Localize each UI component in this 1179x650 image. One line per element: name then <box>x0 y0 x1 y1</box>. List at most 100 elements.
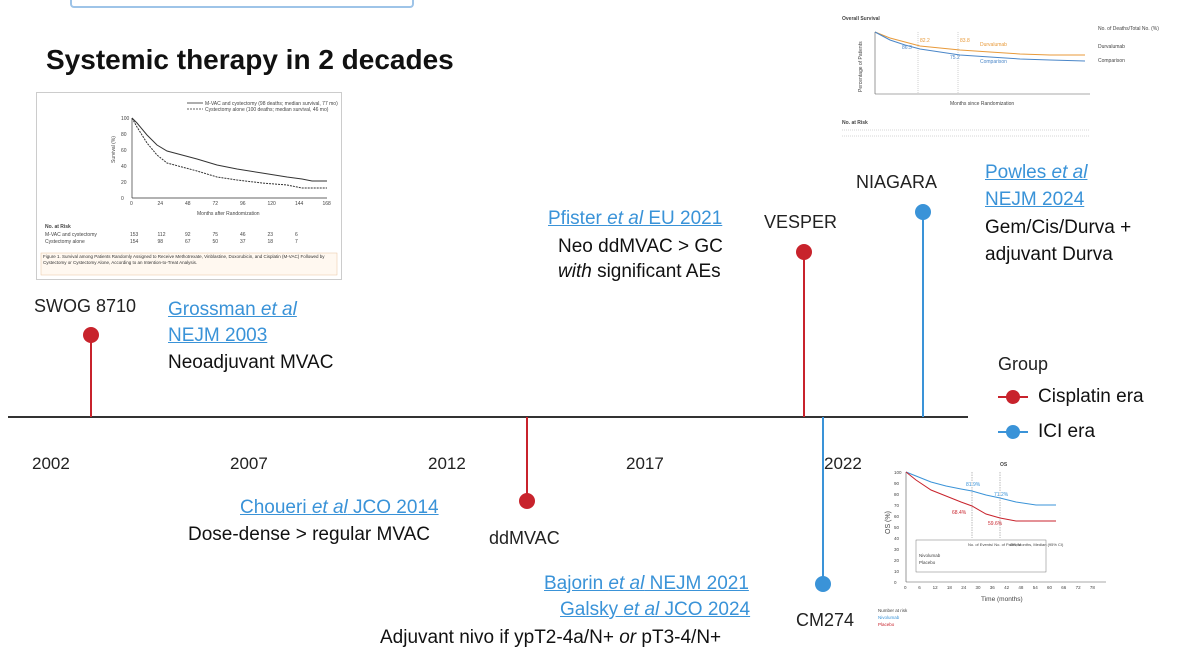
niagara-risk-title: No. at Risk <box>842 120 868 126</box>
swog-risk-value: 18 <box>268 239 274 245</box>
swog-risk-value: 92 <box>185 232 191 238</box>
cm274-xtick: 24 <box>961 585 967 590</box>
cm274-ytick: 100 <box>894 470 902 475</box>
swog-risk-value: 37 <box>240 239 246 245</box>
swog-ylabel: Survival (%) <box>111 136 117 163</box>
cm274-xtick: 0 <box>904 585 907 590</box>
cm274-xtick: 36 <box>990 585 996 590</box>
niagara-pct-4: 83.8 <box>960 38 970 44</box>
cm274-title: OS <box>1000 462 1008 468</box>
niagara-side-row2: Comparison <box>1098 58 1125 64</box>
cm274-xtick: 6 <box>918 585 921 590</box>
cm274-xlabel: Time (months) <box>981 596 1023 603</box>
cm274-xtick: 48 <box>1018 585 1024 590</box>
ddmvac-reference-link[interactable]: Choueri et al JCO 2014 <box>240 497 439 518</box>
cm274-pct-3: 68.4% <box>952 510 967 516</box>
swog-stem <box>90 335 92 417</box>
year-label-2017: 2017 <box>626 454 664 473</box>
year-label-2007: 2007 <box>230 454 268 473</box>
niagara-side-row1: Durvalumab <box>1098 44 1125 50</box>
swog-risk-value: 153 <box>130 232 139 238</box>
year-label-2012: 2012 <box>428 454 466 473</box>
swog-xtick: 72 <box>213 201 219 207</box>
niagara-xlabel: Months since Randomization <box>950 101 1014 107</box>
swog-risk-title: No. at Risk <box>45 224 71 230</box>
swog-ytick: 60 <box>121 148 127 154</box>
legend-title: Group <box>998 354 1049 374</box>
niagara-arm1-label: Durvalumab <box>980 42 1007 48</box>
page-title: Systemic therapy in 2 decades <box>46 44 454 75</box>
cm274-xtick: 66 <box>1061 585 1067 590</box>
niagara-reference-link[interactable]: Powles et al <box>985 162 1088 183</box>
cm274-km-figure: OS OS (%) 100 90 80 70 60 50 40 30 20 10 0 0 6 12 18 2… <box>876 458 1116 633</box>
niagara-description-line2: adjuvant Durva <box>985 244 1113 265</box>
cm274-risk-row2: Placebo <box>878 622 895 627</box>
cm274-xtick: 42 <box>1004 585 1010 590</box>
ddmvac-trial-label: ddMVAC <box>489 528 560 548</box>
cm274-table-row2: Placebo <box>919 560 936 565</box>
cm274-xtick: 12 <box>933 585 939 590</box>
cm274-ytick: 40 <box>894 536 900 541</box>
swog-xtick: 48 <box>185 201 191 207</box>
swog-risk-value: 67 <box>185 239 191 245</box>
cm274-ytick: 80 <box>894 492 900 497</box>
cm274-risk-row1: Nivolumab <box>878 615 900 620</box>
cm274-ytick: 50 <box>894 525 900 530</box>
swog-xtick: 24 <box>158 201 164 207</box>
vesper-reference-link[interactable]: Pfister et al EU 2021 <box>548 208 723 229</box>
swog-legend-2: Cystectomy alone (100 deaths; median sur… <box>205 107 329 113</box>
niagara-ylabel: Percentage of Patients <box>858 41 864 92</box>
niagara-km-figure: Overall Survival Percentage of Patients … <box>840 12 1172 152</box>
swog-ytick: 40 <box>121 164 127 170</box>
vesper-trial-label: VESPER <box>764 212 838 232</box>
cm274-pct-1: 81.9% <box>966 482 981 488</box>
swog-description: Neoadjuvant MVAC <box>168 352 334 373</box>
legend-item-ici: ICI era <box>998 421 1095 443</box>
niagara-description-line1: Gem/Cis/Durva + <box>985 217 1132 238</box>
swog-xtick: 0 <box>130 201 133 207</box>
cm274-description: Adjuvant nivo if ypT2-4a/N+ or pT3-4/N+ <box>380 627 722 648</box>
cm274-ytick: 70 <box>894 503 900 508</box>
niagara-title: Overall Survival <box>842 16 880 22</box>
cm274-reference-link-2[interactable]: Galsky et al JCO 2024 <box>560 599 751 620</box>
swog-risk-value: 7 <box>295 239 298 245</box>
cm274-ytick: 20 <box>894 558 900 563</box>
cm274-ylabel: OS (%) <box>885 511 892 534</box>
vesper-stem <box>803 252 805 417</box>
year-label-2022: 2022 <box>824 454 862 473</box>
swog-caption: Figure 1. Survival among Patients Random… <box>43 254 325 265</box>
cm274-ytick: 30 <box>894 547 900 552</box>
swog-reference-journal[interactable]: NEJM 2003 <box>168 325 268 346</box>
niagara-reference-journal[interactable]: NEJM 2024 <box>985 189 1085 210</box>
swog-xtick: 120 <box>268 201 277 207</box>
niagara-pct-1: 82.2 <box>920 38 930 44</box>
swog-xtick: 144 <box>295 201 304 207</box>
swog-risk-row1-label: M-VAC and cystectomy <box>45 232 97 238</box>
swog-risk-value: 6 <box>295 232 298 238</box>
swog-xtick: 168 <box>323 201 332 207</box>
swog-risk-value: 46 <box>240 232 246 238</box>
niagara-dot <box>915 204 931 220</box>
swog-km-svg: M-VAC and cystectomy (98 deaths; median … <box>40 101 338 276</box>
swog-ytick: 100 <box>121 116 130 122</box>
cm274-ytick: 0 <box>894 580 897 585</box>
cm274-ytick: 60 <box>894 514 900 519</box>
swog-ytick: 20 <box>121 180 127 186</box>
cm274-xtick: 72 <box>1076 585 1082 590</box>
niagara-pct-2: 75.2 <box>950 55 960 61</box>
cm274-ytick: 90 <box>894 481 900 486</box>
cm274-pct-4: 59.6% <box>988 521 1003 527</box>
swog-xlabel: Months after Randomization <box>197 211 260 217</box>
legend-marker-ici <box>998 424 1028 439</box>
niagara-trial-label: NIAGARA <box>856 172 938 192</box>
swog-reference-link[interactable]: Grossman et al <box>168 299 297 320</box>
niagara-km-svg: Overall Survival Percentage of Patients … <box>842 16 1159 137</box>
cm274-xtick: 78 <box>1090 585 1096 590</box>
swog-trial-label: SWOG 8710 <box>34 296 137 316</box>
cm274-reference-link-1[interactable]: Bajorin et al NEJM 2021 <box>544 573 749 594</box>
swog-ytick: 80 <box>121 132 127 138</box>
cm274-risk-title: Number at risk <box>878 608 908 613</box>
vesper-dot <box>796 244 812 260</box>
swog-risk-row2-label: Cystectomy alone <box>45 239 85 245</box>
cm274-dot <box>815 576 831 592</box>
